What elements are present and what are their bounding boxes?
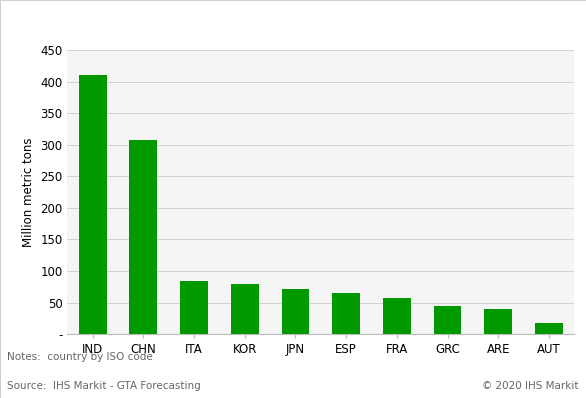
Text: Source:  IHS Markit - GTA Forecasting: Source: IHS Markit - GTA Forecasting [7,381,201,391]
Bar [535,323,563,334]
Bar [130,140,158,334]
Bar [484,309,512,334]
Text: TOP 10 countries by reduction of crude oil imports from Iran, 2019-30: TOP 10 countries by reduction of crude o… [7,12,586,27]
Text: © 2020 IHS Markit: © 2020 IHS Markit [482,381,579,391]
Bar [434,306,462,334]
Bar [281,289,309,334]
Text: Notes:  country by ISO code: Notes: country by ISO code [7,352,153,362]
Y-axis label: Million metric tons: Million metric tons [22,137,35,247]
Bar [231,283,259,334]
Bar [180,281,208,334]
Bar [79,75,107,334]
Bar [332,293,360,334]
Bar [383,298,411,334]
